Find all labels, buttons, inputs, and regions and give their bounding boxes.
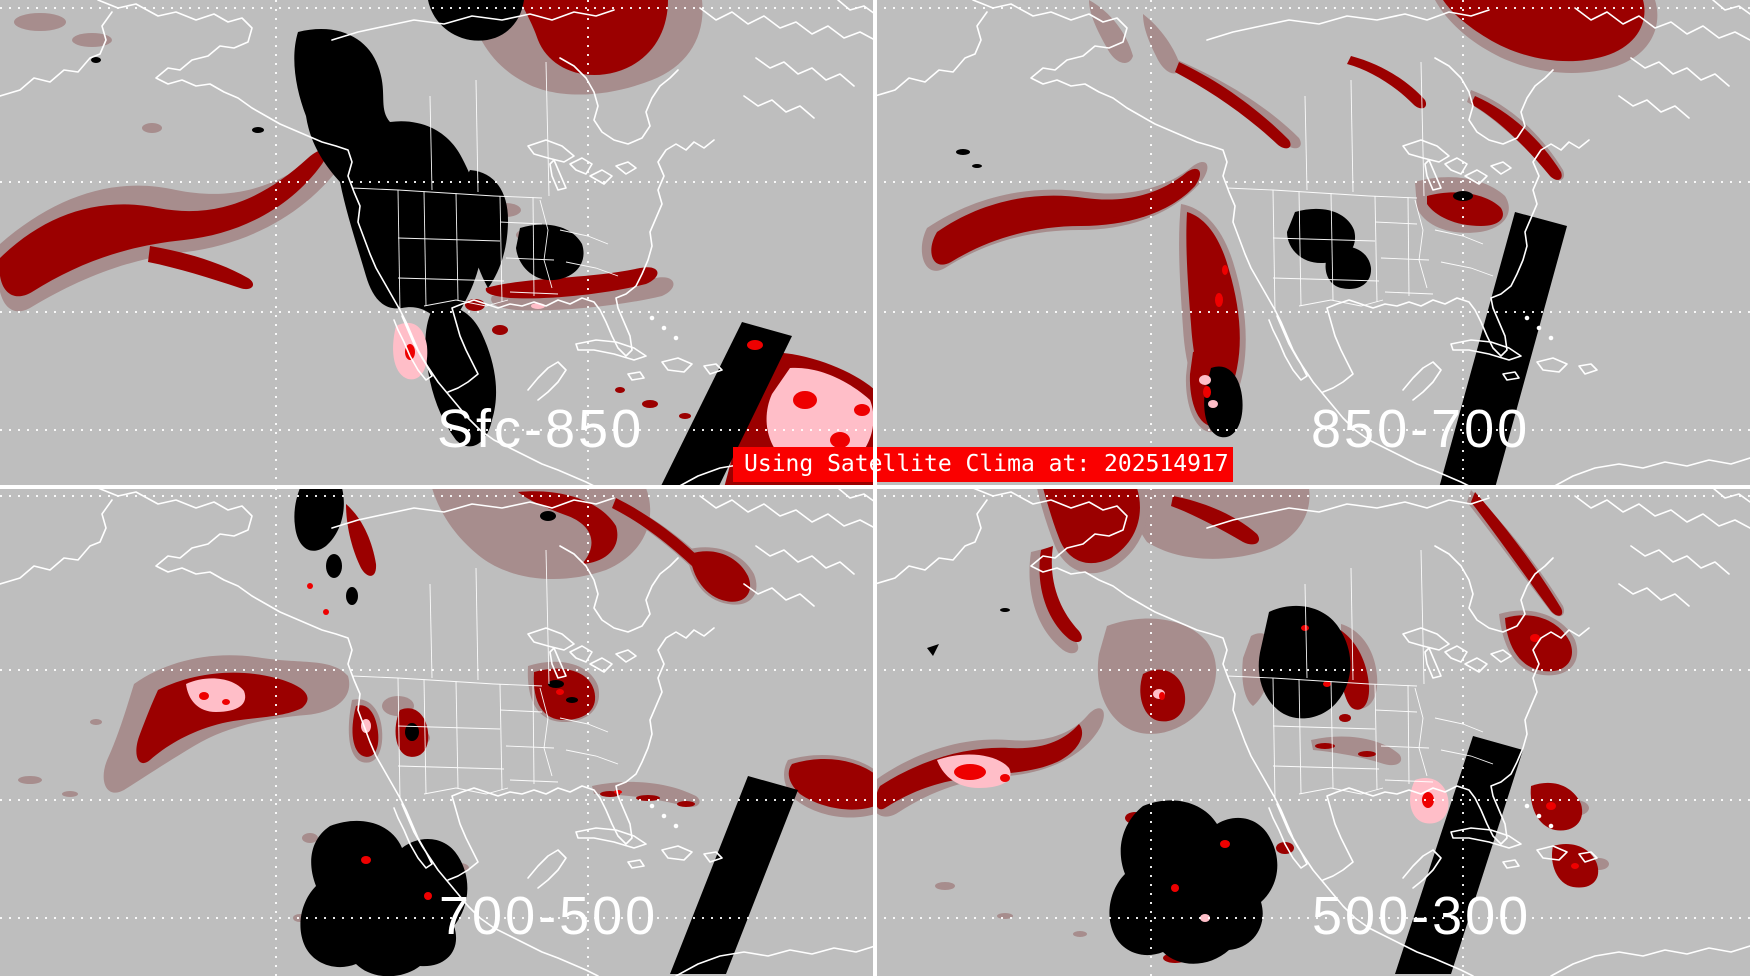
cloud-overlay — [875, 488, 1609, 974]
panel-500-300 — [875, 488, 1750, 976]
panel-850-700-map — [875, 0, 1750, 488]
panel-850-700 — [875, 0, 1750, 488]
panel-label-500-300: 500-300 — [1312, 886, 1532, 946]
panel-label-850-700: 850-700 — [1311, 399, 1531, 459]
divider-horizontal — [0, 485, 1750, 489]
panel-700-500-map — [0, 488, 875, 976]
status-banner: Using Satellite Clima at: 202514917 — [733, 447, 1233, 482]
panel-label-700-500: 700-500 — [439, 886, 659, 946]
panel-500-300-map — [875, 488, 1750, 976]
panel-700-500 — [0, 488, 875, 976]
panel-label-sfc-850: Sfc-850 — [437, 399, 645, 459]
